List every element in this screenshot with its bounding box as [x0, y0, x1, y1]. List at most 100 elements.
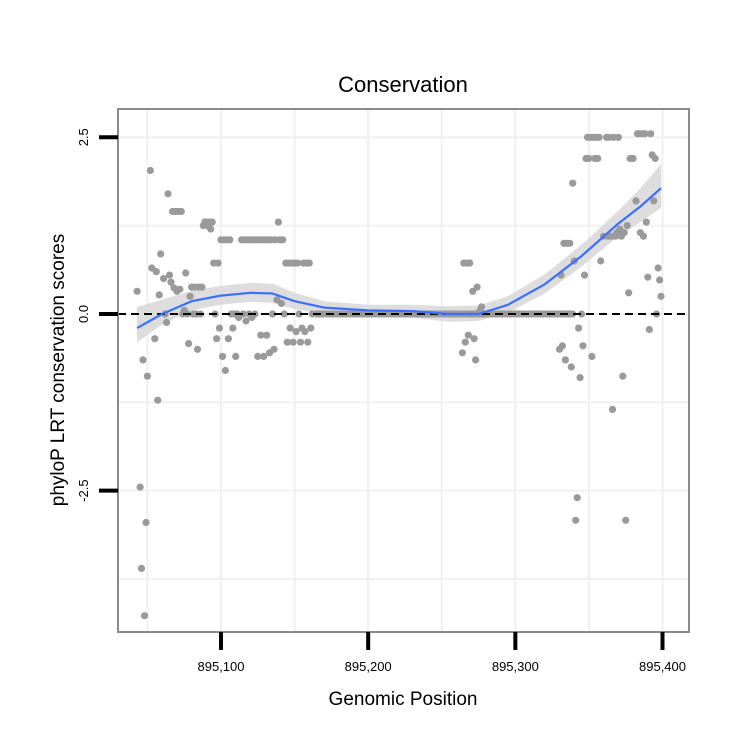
data-point	[572, 516, 580, 524]
data-point	[301, 328, 309, 336]
data-point	[163, 318, 171, 326]
data-point	[167, 278, 175, 286]
data-point	[566, 239, 574, 247]
data-point	[464, 331, 472, 339]
data-point	[458, 349, 466, 357]
x-tick-label: 895,400	[639, 659, 686, 674]
y-tick-label: -2.5	[76, 479, 91, 501]
data-point	[293, 259, 302, 267]
axes: 895,100 895,200 895,300 895,400 -2.5 0.0 2.5	[76, 128, 686, 674]
data-point	[473, 283, 481, 291]
data-point	[242, 317, 250, 325]
data-point	[142, 518, 150, 527]
data-point	[221, 366, 229, 375]
data-point	[239, 310, 247, 318]
data-point	[295, 310, 303, 318]
data-point	[625, 289, 633, 297]
data-point	[268, 310, 277, 318]
data-point	[651, 154, 659, 163]
x-tick-label: 895,200	[345, 659, 392, 674]
data-point	[289, 338, 297, 346]
data-point	[232, 352, 240, 360]
data-point	[561, 356, 570, 364]
data-point	[608, 405, 617, 413]
data-point	[305, 259, 313, 267]
data-point	[622, 516, 630, 524]
data-point	[229, 324, 237, 332]
data-point	[654, 264, 662, 272]
data-point	[585, 154, 593, 163]
data-point	[137, 564, 146, 573]
data-point	[213, 335, 221, 343]
data-point	[182, 269, 190, 277]
data-point	[296, 338, 305, 346]
data-point	[619, 372, 627, 380]
data-point	[645, 325, 653, 334]
data-point	[461, 338, 469, 346]
y-axis-title: phyloP LRT conservation scores	[48, 234, 69, 507]
data-point	[151, 335, 159, 343]
data-point	[254, 352, 262, 360]
data-point	[157, 250, 165, 258]
data-point	[650, 197, 658, 205]
data-point	[579, 342, 587, 350]
data-point	[198, 283, 206, 291]
data-point	[620, 229, 628, 237]
data-point	[164, 190, 172, 198]
data-point	[146, 166, 154, 175]
confidence-band	[137, 164, 662, 343]
data-point	[277, 299, 285, 307]
data-point	[623, 222, 631, 230]
data-point	[569, 310, 577, 318]
data-point	[215, 324, 224, 332]
data-point	[160, 275, 168, 283]
x-tick-label: 895,100	[198, 659, 245, 674]
data-point	[208, 218, 216, 226]
data-point	[641, 130, 649, 138]
points-layer	[133, 130, 665, 620]
grid	[118, 109, 689, 632]
data-point	[260, 352, 268, 360]
data-point	[477, 303, 486, 311]
x-axis-title: Genomic Position	[329, 689, 478, 710]
data-point	[224, 335, 232, 343]
plot-panel-border	[117, 108, 690, 633]
data-point	[656, 276, 664, 284]
data-point	[594, 154, 602, 163]
smooth-fit-line	[136, 187, 662, 330]
data-point	[185, 340, 193, 348]
data-point	[133, 287, 141, 295]
data-point	[578, 310, 586, 318]
data-point	[629, 154, 637, 163]
data-point	[139, 356, 147, 364]
data-point	[657, 292, 665, 300]
data-point	[214, 259, 222, 267]
y-tick-label: 0.0	[76, 305, 91, 323]
data-point	[576, 374, 584, 382]
data-point	[647, 130, 655, 138]
data-point	[573, 494, 581, 502]
data-point	[304, 338, 312, 346]
x-tick-label: 895,300	[492, 659, 539, 674]
data-point	[283, 338, 291, 346]
data-point	[165, 271, 174, 279]
data-point	[270, 345, 278, 353]
chart-title: Conservation	[338, 72, 468, 97]
data-point	[569, 179, 577, 187]
data-point	[140, 612, 149, 620]
data-point	[176, 285, 184, 293]
data-point	[279, 236, 287, 244]
data-point	[286, 324, 294, 332]
data-point	[136, 483, 144, 491]
data-point	[207, 225, 215, 233]
data-point	[218, 352, 227, 360]
data-point	[639, 232, 648, 240]
data-point	[472, 356, 480, 364]
data-point	[193, 345, 202, 353]
data-point	[152, 268, 160, 276]
data-point	[280, 310, 288, 318]
data-point	[644, 273, 652, 281]
data-point	[588, 352, 596, 360]
data-point	[263, 331, 271, 339]
